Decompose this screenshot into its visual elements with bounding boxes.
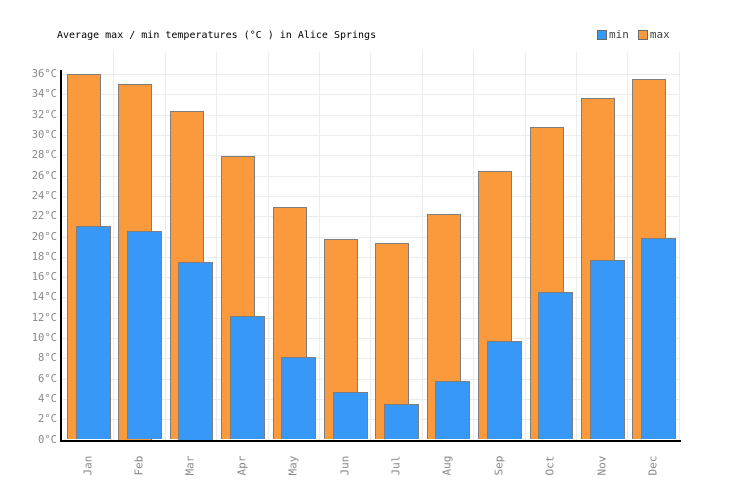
x-axis-label-text-jul: Jul	[389, 455, 403, 475]
gridline-vertical	[113, 52, 115, 440]
y-axis-tick-label: 12°C	[31, 311, 57, 324]
x-axis-label-text-oct: Oct	[543, 455, 557, 475]
gridline-vertical	[319, 52, 320, 440]
bar-min-aug[interactable]	[435, 380, 471, 440]
y-axis-tick-label: 28°C	[31, 149, 57, 162]
y-axis-tick-label: 10°C	[31, 332, 57, 344]
gridline-horizontal	[62, 155, 679, 157]
gridline-horizontal	[62, 297, 679, 299]
x-axis-label-text-dec: Dec	[646, 455, 660, 475]
gridline-vertical	[576, 52, 577, 440]
bar-min-apr[interactable]	[229, 315, 265, 440]
bar-min-nov[interactable]	[589, 259, 625, 440]
gridline-horizontal	[62, 398, 679, 400]
gridline-horizontal	[62, 256, 679, 258]
x-axis-label-text-aug: Aug	[440, 455, 454, 475]
x-axis-line	[60, 439, 681, 442]
gridline-vertical	[627, 52, 629, 440]
x-axis-label-dec: Dec	[633, 446, 673, 484]
gridline-vertical	[421, 52, 423, 440]
x-axis-label-text-nov: Nov	[595, 455, 608, 475]
y-axis-tick-label: 4°C	[38, 392, 57, 405]
x-axis-label-sep: Sep	[479, 446, 519, 484]
gridline-horizontal	[62, 277, 679, 279]
x-axis-label-text-may: May	[286, 455, 300, 475]
x-axis-label-text-jan: Jan	[81, 455, 94, 475]
legend-label-max: max	[649, 28, 670, 41]
gridline-horizontal	[62, 236, 679, 238]
y-axis-tick-label: 22°C	[31, 210, 57, 223]
x-axis-label-text-apr: Apr	[235, 455, 249, 475]
gridline-horizontal	[62, 216, 679, 218]
bar-min-dec[interactable]	[640, 237, 676, 440]
gridline-horizontal	[62, 175, 679, 177]
x-axis-label-feb: Feb	[119, 446, 159, 484]
gridline-vertical	[473, 52, 475, 440]
gridline-horizontal	[62, 378, 679, 380]
gridline-vertical	[216, 52, 218, 440]
gridline-horizontal	[62, 358, 679, 360]
bar-min-feb[interactable]	[126, 231, 162, 440]
x-axis-label-aug: Aug	[427, 446, 467, 484]
min-series-swatch	[597, 29, 607, 40]
bar-min-may[interactable]	[281, 357, 317, 440]
x-axis-label-nov: Nov	[582, 446, 622, 484]
legend-label-min: min	[609, 28, 629, 41]
y-axis-tick-label: 24°C	[31, 189, 57, 202]
chart-title: Average max / min temperatures (°C ) in …	[57, 30, 377, 41]
x-axis-label-text-feb: Feb	[132, 455, 146, 475]
bar-min-mar[interactable]	[178, 261, 214, 440]
gridline-horizontal	[62, 135, 679, 136]
x-axis-label-text-mar: Mar	[183, 455, 197, 475]
y-axis-tick-label: 18°C	[31, 250, 57, 263]
legend-item-max[interactable]: max	[637, 28, 670, 41]
x-axis-label-jun: Jun	[325, 446, 365, 484]
bar-min-oct[interactable]	[538, 292, 574, 440]
y-axis-tick-label: 26°C	[31, 169, 57, 182]
y-axis-tick-label: 34°C	[31, 88, 57, 101]
x-axis-label-jan: Jan	[68, 446, 108, 484]
y-axis-line	[60, 70, 62, 442]
y-axis-tick-label: 6°C	[38, 372, 57, 385]
gridline-horizontal	[62, 419, 679, 421]
gridline-horizontal	[62, 317, 679, 319]
gridline-horizontal	[62, 94, 679, 96]
gridline-horizontal	[62, 74, 679, 76]
bar-min-sep[interactable]	[486, 341, 522, 440]
y-axis-tick-label: 0°C	[38, 433, 57, 446]
legend-item-min[interactable]: min	[597, 28, 629, 41]
gridline-horizontal	[62, 114, 679, 116]
y-axis-tick-label: 2°C	[38, 413, 57, 426]
y-axis-tick-label: 32°C	[31, 108, 57, 121]
x-axis-label-text-sep: Sep	[492, 455, 506, 475]
x-axis-label-may: May	[273, 446, 313, 484]
y-axis-tick-label: 16°C	[31, 271, 57, 284]
gridline-vertical	[678, 52, 680, 440]
y-axis-tick-label: 30°C	[31, 129, 57, 141]
max-series-swatch	[637, 29, 648, 40]
bar-min-jul[interactable]	[383, 403, 419, 440]
x-axis-label-oct: Oct	[530, 446, 570, 484]
y-axis-tick-label: 8°C	[38, 352, 57, 365]
y-axis-tick-label: 36°C	[31, 68, 57, 81]
x-axis-label-jul: Jul	[376, 446, 416, 484]
gridline-vertical	[164, 52, 166, 440]
gridline-horizontal	[62, 338, 679, 339]
bar-min-jun[interactable]	[332, 391, 368, 440]
y-axis-tick-label: 20°C	[31, 230, 57, 243]
legend: min max	[597, 28, 670, 41]
bar-min-jan[interactable]	[75, 226, 111, 440]
gridline-horizontal	[62, 195, 679, 197]
gridline-vertical	[267, 52, 269, 440]
gridline-vertical	[370, 52, 372, 440]
gridline-vertical	[524, 52, 526, 440]
x-axis-label-mar: Mar	[170, 446, 210, 484]
x-axis-label-apr: Apr	[222, 446, 262, 484]
y-axis-tick-label: 14°C	[31, 291, 57, 304]
x-axis-label-text-jun: Jun	[338, 455, 351, 475]
